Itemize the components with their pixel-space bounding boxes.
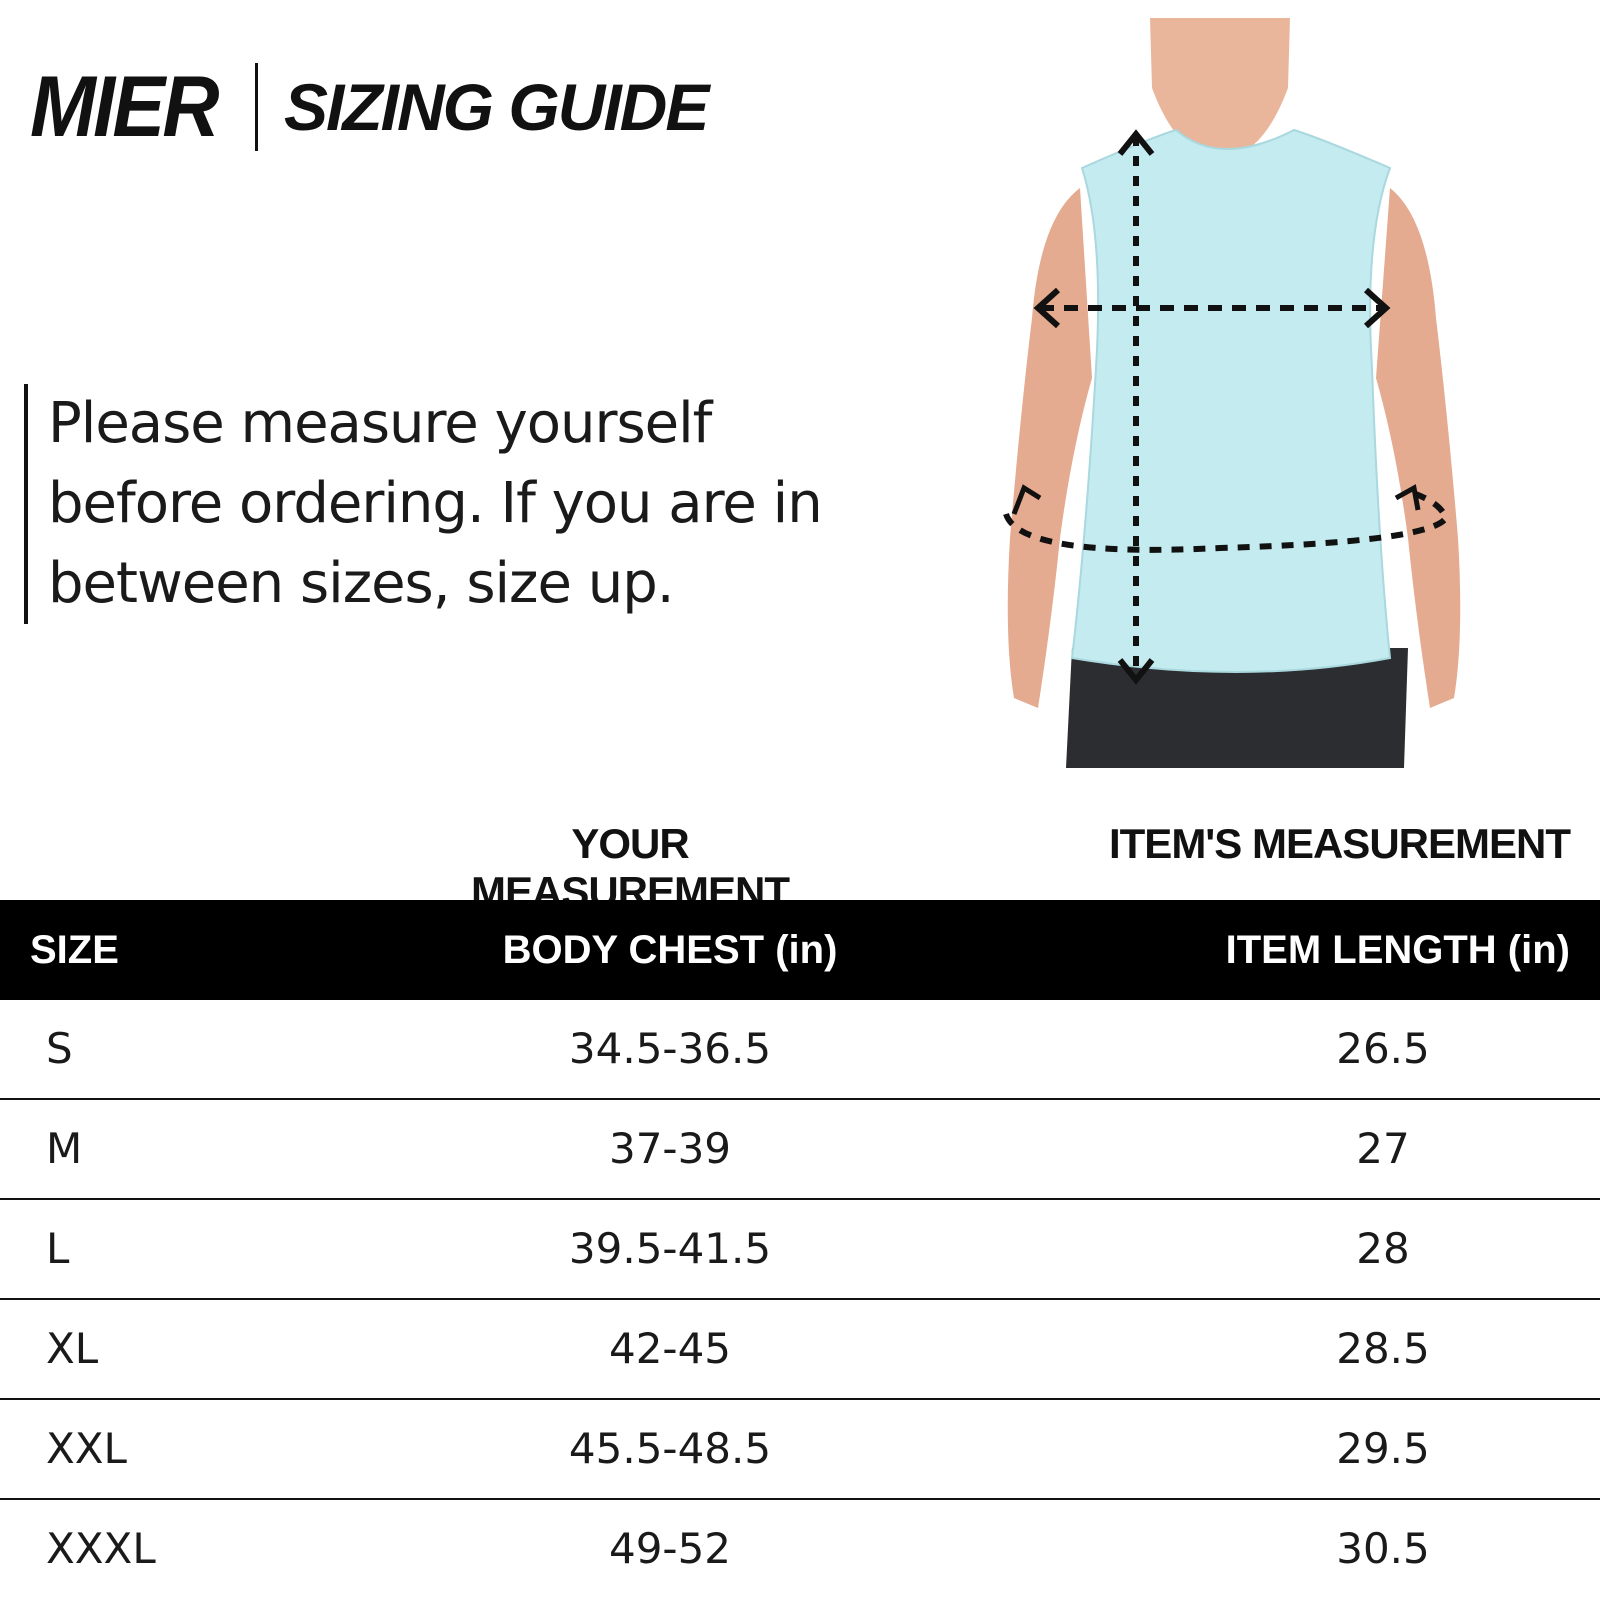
title-divider (255, 63, 258, 151)
brand-header: MIER SIZING GUIDE (30, 59, 709, 155)
chest-cell: 37-39 (608, 1124, 732, 1173)
chest-cell: 39.5-41.5 (568, 1224, 772, 1273)
table-row: S 34.5-36.5 26.5 (0, 1000, 1600, 1100)
length-cell: 26.5 (1336, 1024, 1430, 1073)
length-cell: 30.5 (1336, 1524, 1430, 1573)
measure-note-text: Please measure yourself before ordering.… (48, 391, 823, 616)
length-arrow-bottom-head (1117, 658, 1155, 685)
size-table-header: SIZE BODY CHEST (in) ITEM LENGTH (in) (0, 900, 1600, 1000)
model-shorts (1066, 648, 1408, 768)
size-cell: XL (46, 1324, 99, 1373)
table-row: XXXL 49-52 30.5 (0, 1500, 1600, 1598)
item-measurement-heading: ITEM'S MEASUREMENT (1108, 820, 1571, 867)
model-neck (1150, 18, 1290, 158)
model-right-arm (1376, 188, 1461, 708)
chest-wrap-left-head (1011, 484, 1042, 515)
chest-cell: 49-52 (608, 1524, 732, 1573)
length-cell: 29.5 (1336, 1424, 1430, 1473)
table-row: XL 42-45 28.5 (0, 1300, 1600, 1400)
page-title: SIZING GUIDE (284, 70, 709, 144)
chest-arrow-left-head (1033, 287, 1061, 329)
chest-wrap-right-head (1394, 484, 1421, 511)
table-row: L 39.5-41.5 28 (0, 1200, 1600, 1300)
table-row: M 37-39 27 (0, 1100, 1600, 1200)
chest-wrap-curve (1003, 489, 1450, 553)
size-cell: XXXL (46, 1524, 156, 1573)
header-item-length: ITEM LENGTH (in) (1225, 928, 1570, 972)
tank-top (1070, 128, 1392, 673)
measure-note: Please measure yourself before ordering.… (24, 384, 848, 624)
size-cell: S (46, 1024, 73, 1073)
chest-arrow-right-head (1363, 287, 1391, 329)
size-cell: XXL (46, 1424, 127, 1473)
length-arrow-top-head (1117, 129, 1155, 156)
length-cell: 28 (1356, 1224, 1410, 1273)
model-left-arm (1007, 188, 1092, 708)
length-cell: 28.5 (1336, 1324, 1430, 1373)
brand-logo: MIER (30, 59, 220, 155)
size-cell: L (46, 1224, 70, 1273)
length-cell: 27 (1356, 1124, 1410, 1173)
chest-cell: 42-45 (608, 1324, 732, 1373)
table-row: XXL 45.5-48.5 29.5 (0, 1400, 1600, 1500)
chest-cell: 34.5-36.5 (568, 1024, 772, 1073)
header-body-chest: BODY CHEST (in) (502, 928, 838, 972)
size-cell: M (46, 1124, 83, 1173)
header-size: SIZE (30, 928, 119, 972)
chest-cell: 45.5-48.5 (568, 1424, 772, 1473)
size-table-body: S 34.5-36.5 26.5 M 37-39 27 L 39.5-41.5 … (0, 1000, 1600, 1598)
model-illustration (1003, 18, 1461, 768)
